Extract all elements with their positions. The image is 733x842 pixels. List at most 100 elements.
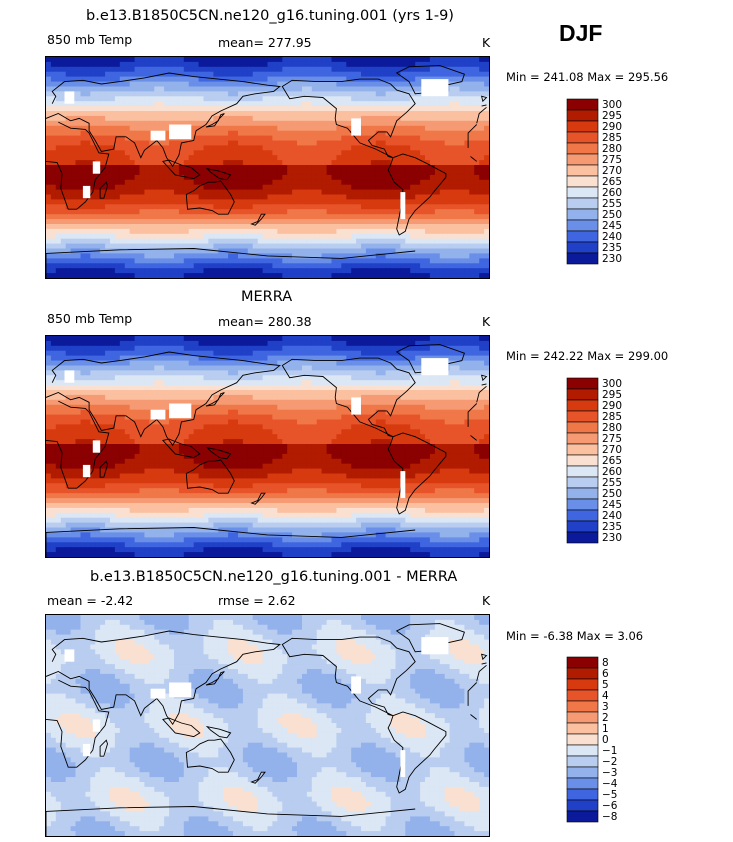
panel-2-variable-label: 850 mb Temp	[47, 311, 133, 326]
colorbar-swatch	[566, 810, 599, 823]
coastline-africa	[46, 121, 478, 210]
colorbar-swatch	[566, 465, 599, 478]
coastline-madagascar	[99, 181, 108, 199]
coastline-north-america	[281, 357, 416, 438]
missing-data-region	[92, 161, 101, 174]
panel-3-units: K	[482, 593, 491, 608]
colorbar-swatch	[566, 733, 599, 746]
coastline-japan	[205, 392, 225, 407]
coastline-australia	[185, 459, 235, 494]
colorbar-swatch	[566, 377, 599, 390]
colorbar-label: 235	[602, 521, 622, 533]
coastline-indonesia	[162, 438, 201, 459]
colorbar-swatch	[566, 432, 599, 445]
colorbar-swatch	[566, 109, 599, 122]
colorbar-swatch	[566, 531, 599, 544]
panel-3-mean-label: mean = -2.42	[47, 593, 134, 608]
panel-2-mean-label: mean= 280.38	[218, 314, 312, 329]
missing-data-region	[92, 719, 101, 732]
colorbar-label: 4	[602, 690, 609, 702]
colorbar-label: 275	[602, 433, 622, 445]
panel-3-colorbar: 8 6 5 4 3 2 1 0 −1 −2 −3 −4 −5 −6 −8	[566, 656, 637, 826]
colorbar-label: 1	[602, 723, 609, 735]
coastline-south-america	[387, 711, 447, 794]
missing-data-region	[64, 91, 75, 104]
panel-3-map	[45, 614, 490, 837]
colorbar-label: −6	[602, 800, 618, 812]
panel-2-units: K	[482, 314, 491, 329]
coastline-antarctica	[46, 248, 416, 278]
colorbar-swatch	[566, 252, 599, 265]
colorbar-label: 285	[602, 411, 622, 423]
colorbar-label: 255	[602, 198, 622, 210]
panel-2-title: MERRA	[241, 289, 293, 305]
colorbar-swatch	[566, 476, 599, 489]
missing-data-region	[400, 192, 406, 220]
colorbar-label: 280	[602, 143, 622, 155]
panel-1-variable-label: 850 mb Temp	[47, 32, 133, 47]
colorbar-swatch	[566, 487, 599, 500]
missing-data-region	[351, 676, 361, 694]
coastline-antarctica	[46, 806, 416, 836]
colorbar-swatch	[566, 509, 599, 522]
missing-data-region	[351, 118, 361, 136]
missing-data-region	[92, 440, 101, 453]
colorbar-label: 250	[602, 488, 622, 500]
coastline-uk	[480, 374, 488, 386]
colorbar-label: −1	[602, 745, 617, 757]
missing-data-region	[82, 743, 91, 757]
colorbar-label: 240	[602, 510, 622, 522]
colorbar-label: −5	[602, 789, 617, 801]
coastline-africa	[46, 400, 478, 489]
colorbar-label: 8	[602, 657, 609, 669]
colorbar-label: 300	[602, 99, 622, 111]
missing-data-region	[150, 130, 166, 141]
colorbar-swatch	[566, 410, 599, 423]
coastline-new-guinea	[205, 446, 232, 460]
colorbar-label: 245	[602, 499, 622, 511]
colorbar-swatch	[566, 667, 599, 680]
coastline-new-guinea	[205, 725, 232, 739]
coastline-australia	[185, 738, 235, 773]
coastline-south-america	[387, 153, 447, 236]
panel-1-mean-label: mean= 277.95	[218, 35, 312, 50]
colorbar-label: −8	[602, 811, 617, 823]
colorbar-label: 235	[602, 242, 622, 254]
coastline-uk	[480, 95, 488, 107]
colorbar-swatch	[566, 421, 599, 434]
colorbar-swatch	[566, 711, 599, 724]
colorbar-swatch	[566, 208, 599, 221]
missing-data-region	[150, 409, 166, 420]
coastline-indonesia	[162, 159, 201, 180]
colorbar-label: 270	[602, 165, 622, 177]
colorbar-label: 5	[602, 679, 609, 691]
colorbar-swatch	[566, 678, 599, 691]
missing-data-region	[64, 649, 75, 662]
coastline-uk	[480, 653, 488, 665]
coastline-indonesia	[162, 717, 201, 738]
colorbar-swatch	[566, 744, 599, 757]
colorbar-label: −4	[602, 778, 618, 790]
missing-data-region	[169, 403, 192, 419]
colorbar-label: 285	[602, 132, 622, 144]
coastline-north-america	[281, 78, 416, 159]
coastline-africa	[46, 679, 478, 768]
colorbar-swatch	[566, 498, 599, 511]
coastline-south-america	[387, 432, 447, 515]
colorbar-swatch	[566, 131, 599, 144]
colorbar-swatch	[566, 766, 599, 779]
colorbar-swatch	[566, 777, 599, 790]
colorbar-swatch	[566, 700, 599, 713]
colorbar-label: 280	[602, 422, 622, 434]
colorbar-swatch	[566, 722, 599, 735]
coastline-new-zealand	[250, 492, 266, 505]
colorbar-label: 255	[602, 477, 622, 489]
colorbar-label: 300	[602, 378, 622, 390]
panel-1-title: b.e13.B1850C5CN.ne120_g16.tuning.001 (yr…	[86, 8, 454, 24]
colorbar-swatch	[566, 164, 599, 177]
colorbar-label: 275	[602, 154, 622, 166]
missing-data-region	[351, 397, 361, 415]
colorbar-swatch	[566, 241, 599, 254]
coastline-new-guinea	[205, 167, 232, 181]
colorbar-label: 3	[602, 701, 609, 713]
